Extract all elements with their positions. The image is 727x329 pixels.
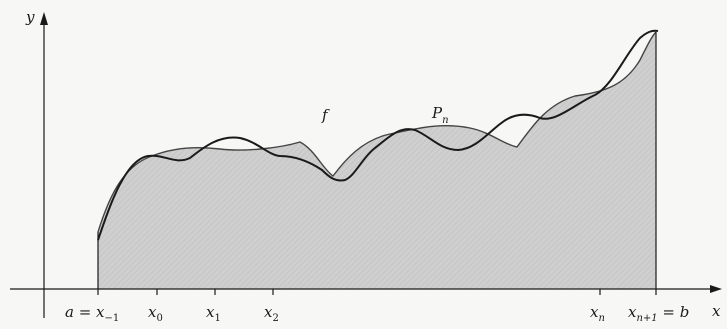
tick-label-xn: xn [590, 303, 605, 324]
tick-label-x2-sub: 2 [272, 313, 278, 324]
tick-label-x2-main: x [264, 303, 273, 321]
tick-label-x0: x0 [148, 303, 163, 324]
tick-label-x1-main: x [206, 303, 215, 321]
tick-label-a-main: a = x [65, 303, 105, 321]
y-axis-label: y [25, 8, 35, 26]
tick-label-xn1-sub: n+1 [636, 313, 657, 324]
pn-curve [97, 31, 657, 233]
tick-label-x1: x1 [206, 303, 221, 324]
tick-label-a-sub: −1 [105, 313, 120, 324]
tick-label-xn1-main: x [628, 303, 637, 321]
tick-label-x2: x2 [264, 303, 279, 324]
tick-label-x0-sub: 0 [156, 313, 162, 324]
tick-label-a: a = x−1 [65, 303, 119, 324]
tick-label-xn1: xn+1 = b [628, 303, 689, 324]
x-axis-arrow [710, 285, 722, 293]
tick-label-x1-sub: 1 [214, 313, 220, 324]
tick-label-xn-main: x [590, 303, 599, 321]
pn-curve-label: Pn [431, 104, 449, 126]
tick-label-x0-main: x [148, 303, 157, 321]
x-axis-label: x [712, 302, 721, 320]
pn-label-main: P [431, 104, 443, 122]
f-curve [97, 29, 659, 241]
tick-label-xn-sub: n [598, 313, 604, 324]
y-axis-arrow [40, 12, 48, 25]
shaded-area-under-pn [98, 32, 656, 289]
pn-label-sub: n [442, 115, 448, 126]
f-curve-label: f [321, 106, 330, 124]
tick-label-xn1-suffix: = b [658, 303, 690, 321]
